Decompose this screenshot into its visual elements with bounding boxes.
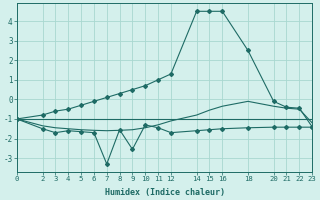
X-axis label: Humidex (Indice chaleur): Humidex (Indice chaleur) [105,188,225,197]
